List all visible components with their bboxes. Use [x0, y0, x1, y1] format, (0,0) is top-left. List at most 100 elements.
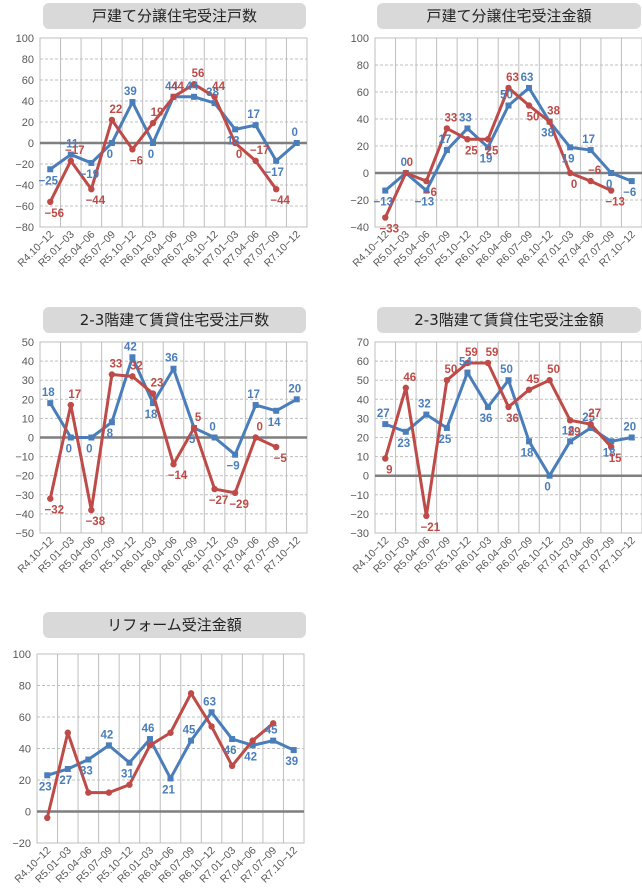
data-point-marker: [149, 400, 156, 407]
data-label: 0: [107, 149, 113, 161]
data-label: 50: [500, 364, 513, 376]
line-chart-plot: −20020406080100R4.10−12R5.01−03R5.04−06R…: [12, 649, 305, 886]
data-point-marker: [85, 756, 92, 763]
data-point-marker: [47, 166, 54, 173]
data-point-marker: [88, 434, 95, 441]
data-label: 39: [285, 756, 298, 768]
data-label: 50: [527, 112, 540, 124]
data-label: 44: [165, 81, 178, 93]
data-point-marker: [88, 506, 95, 514]
data-label: 25: [438, 434, 451, 446]
data-point-marker: [191, 93, 198, 100]
data-point-marker: [67, 157, 75, 165]
data-label: −44: [86, 195, 106, 207]
data-label: 54: [459, 357, 472, 369]
plot-area: [374, 37, 642, 228]
series-line-red: [45, 691, 275, 819]
data-label: 23: [151, 378, 164, 390]
data-label: 0: [66, 444, 72, 456]
data-label: 32: [130, 360, 143, 372]
data-point-marker: [129, 99, 136, 106]
data-label: 15: [609, 453, 622, 465]
y-tick-label: 0: [25, 807, 31, 819]
data-label: −11: [59, 139, 78, 151]
data-point-marker: [484, 359, 492, 367]
data-point-marker: [608, 170, 615, 176]
series-line-red: [48, 372, 277, 512]
y-tick-label: −20: [15, 471, 34, 483]
data-point-marker: [85, 789, 92, 796]
data-point-marker: [484, 144, 491, 151]
data-point-marker: [464, 125, 471, 132]
data-point-marker: [402, 428, 409, 435]
y-tick-label: 40: [22, 96, 34, 108]
data-point-marker: [170, 365, 177, 372]
data-label: 45: [265, 725, 278, 737]
data-point-marker: [211, 485, 218, 493]
data-label: 27: [377, 408, 390, 420]
data-label: 36: [165, 353, 178, 365]
y-tick-label: −40: [15, 509, 34, 521]
data-point-marker: [149, 119, 157, 127]
data-label: 13: [227, 135, 240, 147]
y-tick-label: 50: [22, 337, 34, 349]
data-label: −17: [250, 145, 270, 157]
y-tick-label: 30: [357, 413, 369, 425]
data-label: 0: [209, 422, 215, 434]
data-label: 33: [459, 112, 472, 124]
data-point-marker: [526, 84, 533, 91]
y-tick-label: 70: [357, 337, 369, 349]
data-point-marker: [464, 369, 471, 376]
data-point-marker: [628, 434, 635, 441]
data-point-marker: [505, 84, 512, 92]
data-label: −5: [274, 453, 288, 465]
y-tick-label: −40: [350, 222, 369, 234]
data-point-marker: [505, 403, 512, 411]
data-point-marker: [208, 709, 215, 716]
data-point-marker: [587, 424, 594, 431]
data-point-marker: [108, 140, 115, 146]
data-label: −44: [270, 195, 290, 207]
data-point-marker: [423, 187, 430, 194]
data-point-marker: [423, 411, 430, 418]
data-point-marker: [47, 198, 54, 205]
y-tick-label: 60: [357, 87, 369, 99]
data-label: −6: [588, 165, 601, 177]
data-point-marker: [146, 736, 153, 743]
data-label: 44: [186, 81, 199, 93]
data-point-marker: [587, 147, 594, 154]
data-point-marker: [587, 177, 594, 185]
data-point-marker: [190, 81, 198, 88]
data-label: −6: [623, 187, 636, 199]
data-point-marker: [88, 159, 95, 166]
data-point-marker: [402, 384, 410, 392]
chart-title: 2-3階建て賃貸住宅受注金額: [377, 307, 641, 333]
data-point-marker: [587, 420, 594, 428]
data-point-marker: [232, 451, 239, 458]
y-tick-label: −20: [12, 838, 31, 850]
y-tick-label: −10: [15, 452, 34, 464]
data-label: 21: [162, 784, 175, 796]
data-point-marker: [252, 402, 259, 409]
data-label: 45: [527, 374, 540, 386]
data-point-marker: [526, 438, 533, 445]
data-label: −38: [86, 516, 106, 528]
data-label: 0: [571, 179, 577, 191]
data-point-marker: [525, 102, 533, 109]
data-label: 19: [480, 153, 493, 165]
data-point-marker: [443, 125, 451, 132]
data-label: 0: [606, 179, 612, 191]
y-tick-label: −20: [350, 195, 369, 207]
data-point-marker: [129, 354, 136, 361]
data-point-marker: [608, 438, 615, 445]
data-label: −17: [65, 145, 85, 157]
data-label: 0: [256, 422, 262, 434]
data-label: 38: [547, 106, 560, 118]
data-label: 5: [195, 412, 202, 424]
y-tick-label: 80: [19, 681, 31, 693]
data-point-marker: [188, 737, 195, 744]
data-label: 50: [547, 364, 560, 376]
data-point-marker: [252, 434, 259, 441]
data-label: 0: [148, 149, 154, 161]
data-label: 33: [109, 358, 122, 370]
